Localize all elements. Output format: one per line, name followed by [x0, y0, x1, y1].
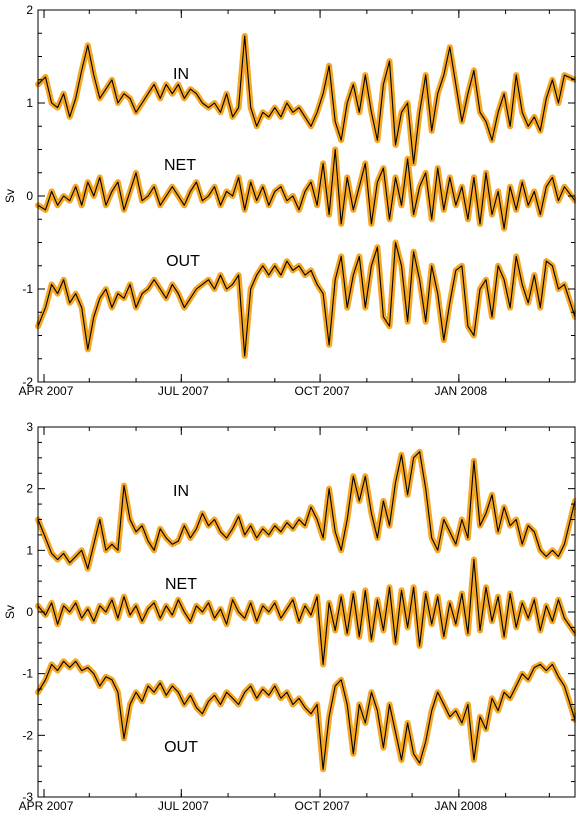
y-tick-label: -1 — [22, 667, 33, 681]
out-band — [35, 658, 576, 773]
series-label-net: NET — [164, 157, 196, 174]
in-series-line — [37, 451, 576, 570]
in-band — [35, 33, 576, 167]
y-tick-label: 2 — [26, 482, 33, 496]
x-tick-label: JAN 2008 — [434, 384, 487, 398]
out-series-line — [37, 241, 576, 357]
out-series-line — [37, 660, 576, 770]
y-tick-label: 1 — [26, 96, 33, 110]
net-series-line — [37, 559, 576, 665]
series-label-in: IN — [173, 483, 189, 500]
x-tick-label: JUL 2007 — [158, 384, 209, 398]
series-label-out: OUT — [164, 739, 198, 756]
y-tick-label: 0 — [26, 605, 33, 619]
y-tick-label: 1 — [26, 543, 33, 557]
y-tick-label: -1 — [22, 282, 33, 296]
series-label-net: NET — [165, 576, 197, 593]
x-tick-label: JUL 2007 — [158, 799, 209, 813]
x-tick-label: OCT 2007 — [294, 799, 349, 813]
x-tick-label: APR 2007 — [19, 384, 74, 398]
x-tick-label: APR 2007 — [19, 799, 74, 813]
y-tick-label: -2 — [22, 375, 33, 389]
y-tick-label: -3 — [22, 790, 33, 804]
x-tick-label: JAN 2008 — [434, 799, 487, 813]
x-tick-label: OCT 2007 — [294, 384, 349, 398]
in-series-line — [37, 35, 576, 164]
y-tick-label: -2 — [22, 728, 33, 742]
y-axis-label: Sv — [3, 189, 17, 203]
series-label-in: IN — [173, 66, 189, 83]
y-tick-label: 2 — [26, 3, 33, 17]
series-label-out: OUT — [166, 253, 200, 270]
y-tick-label: 0 — [26, 189, 33, 203]
y-axis-label: Sv — [3, 605, 17, 619]
y-tick-label: 3 — [26, 420, 33, 434]
net-series-line — [37, 148, 576, 230]
